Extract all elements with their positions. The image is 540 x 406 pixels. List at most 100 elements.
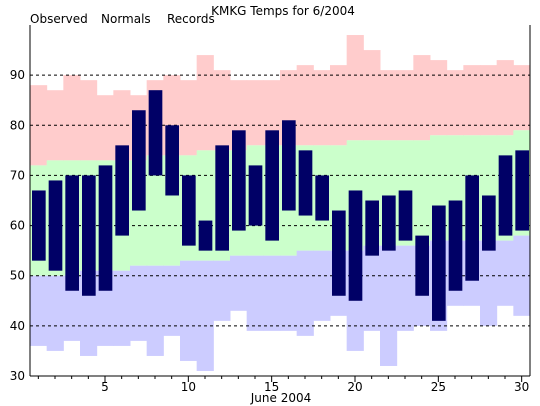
x-tick-label: 5 [101,380,109,394]
record-low-band [263,255,281,331]
record-low-band [246,255,264,331]
observed-bar [398,190,413,241]
record-high-band [413,55,431,141]
x-tick-label: 15 [264,380,279,394]
record-low-band [313,250,331,321]
record-low-band [280,255,298,331]
chart-title: KMKG Temps for 6/2004 [211,4,355,18]
normal-band [146,155,164,266]
observed-bar [148,90,163,176]
observed-bar [65,175,79,291]
record-high-band [480,65,498,136]
observed-bar [32,190,46,261]
observed-bar [198,220,213,251]
observed-bar [515,150,529,231]
record-low-band [380,245,398,366]
record-low-band [180,260,198,361]
x-tick-label: 30 [514,380,529,394]
record-high-band [180,80,198,156]
legend-observed: Observed [30,12,88,26]
record-low-band [163,265,181,336]
record-high-band [446,70,464,136]
y-tick-label: 60 [10,219,25,233]
record-high-band [246,80,264,146]
observed-bar [98,165,113,291]
record-high-band [430,60,448,136]
x-tick-label: 10 [181,380,196,394]
observed-bar [232,130,246,231]
y-tick-label: 40 [10,319,25,333]
x-axis-label: June 2004 [250,391,312,405]
record-low-band [46,275,64,351]
record-high-band [96,95,114,161]
axes-layer [29,25,531,377]
observed-bar [265,130,279,241]
record-low-band [480,240,498,326]
observed-bar [465,175,479,281]
ticks-layer: 5 10 15 20 25 30 30 40 50 60 70 80 90 [10,68,530,394]
record-high-band [80,80,98,161]
observed-bar [82,175,96,296]
record-high-band [396,70,414,141]
observed-bar [215,145,229,251]
record-high-band [463,65,481,136]
observed-bar [415,235,429,296]
record-low-band [113,270,131,346]
y-tick-label: 80 [10,118,25,132]
observed-bar [498,155,513,236]
record-low-band [30,275,48,346]
record-high-band [330,65,348,146]
observed-bar [115,145,129,236]
observed-bar [482,195,496,251]
record-high-band [313,70,331,146]
observed-bar [282,120,296,211]
record-low-band [130,265,148,341]
observed-bar [365,200,379,256]
record-low-band [196,260,214,371]
normal-band [413,140,431,246]
x-tick-label: 20 [347,380,362,394]
record-high-band [213,70,231,151]
record-low-band [363,245,381,331]
legend-records: Records [167,12,215,26]
observed-bar [382,195,396,251]
record-high-band [346,35,364,141]
record-low-band [213,260,231,321]
record-low-band [396,245,414,331]
record-high-band [296,65,314,146]
observed-bar [48,180,63,271]
record-low-band [146,265,164,356]
observed-bar [165,125,179,196]
y-tick-label: 90 [10,68,25,82]
observed-layer [32,90,529,321]
y-tick-label: 50 [10,269,25,283]
record-high-band [513,65,531,131]
record-low-band [63,275,81,341]
legend-normals: Normals [101,12,151,26]
observed-bar [448,200,463,291]
record-high-band [263,80,281,146]
observed-bar [132,110,146,211]
y-tick-label: 70 [10,168,25,182]
record-low-band [230,255,248,311]
observed-bar [315,175,329,221]
record-high-band [363,50,381,141]
record-low-band [513,235,531,316]
record-high-band [63,75,81,161]
grid-layer [30,74,530,327]
record-high-band [496,60,514,136]
y-tick-label: 30 [10,369,25,383]
observed-bar [432,205,446,321]
observed-bar [182,175,196,246]
observed-bar [298,150,313,216]
observed-bar [348,190,363,301]
record-low-band [496,240,514,306]
observed-bar [332,210,346,296]
x-tick-label: 25 [431,380,446,394]
record-high-band [380,70,398,141]
record-low-band [296,250,314,336]
observed-bar [248,165,263,226]
record-high-band [196,55,214,151]
